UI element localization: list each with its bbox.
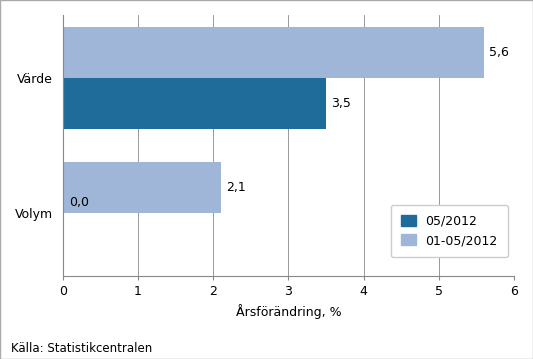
Legend: 05/2012, 01-05/2012: 05/2012, 01-05/2012 — [391, 205, 508, 257]
Bar — [63, 162, 221, 213]
Text: 3,5: 3,5 — [332, 97, 351, 110]
Text: 0,0: 0,0 — [69, 196, 89, 209]
Text: Källa: Statistikcentralen: Källa: Statistikcentralen — [11, 342, 152, 355]
Bar — [63, 78, 326, 130]
Text: 5,6: 5,6 — [489, 46, 509, 59]
X-axis label: Årsförändring, %: Årsförändring, % — [236, 304, 341, 319]
Text: 2,1: 2,1 — [226, 181, 246, 194]
Bar — [63, 27, 484, 78]
